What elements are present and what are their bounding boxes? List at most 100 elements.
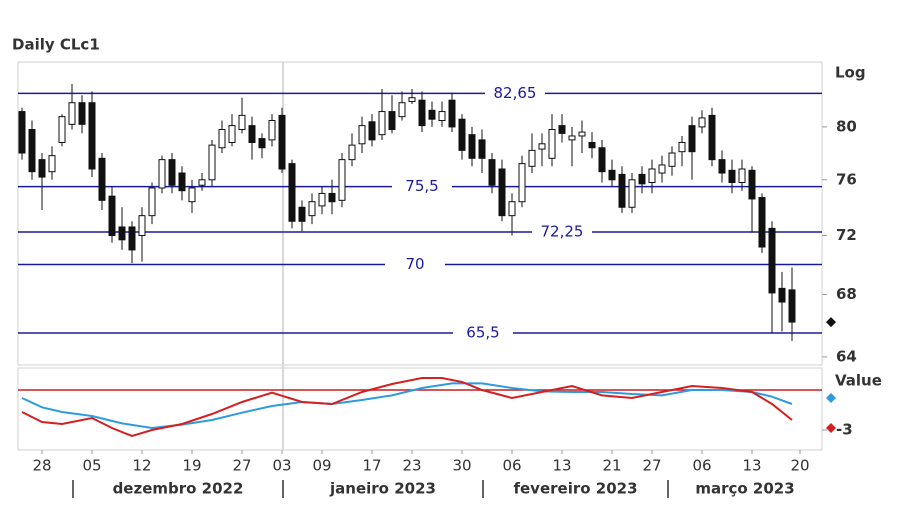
candle-body xyxy=(228,125,236,143)
candle-body xyxy=(638,173,646,185)
candle-body xyxy=(268,119,276,141)
candle-body xyxy=(358,125,366,145)
candle-body xyxy=(138,215,146,237)
candle-body xyxy=(468,134,476,159)
candle-body xyxy=(278,114,286,170)
candle-body xyxy=(568,135,576,141)
candle-body xyxy=(128,226,136,251)
candle-body xyxy=(508,201,516,217)
x-tick-label: 06 xyxy=(692,457,711,475)
x-tick-label: 27 xyxy=(232,457,251,475)
x-tick-label: 09 xyxy=(312,457,331,475)
candle-body xyxy=(38,159,46,178)
candle-body xyxy=(258,138,266,149)
candle-body xyxy=(438,111,446,121)
indicator-label: Value xyxy=(835,372,882,390)
candle-body xyxy=(348,144,356,161)
level-label-bg xyxy=(485,83,545,104)
candle-body xyxy=(98,157,106,201)
candle-body xyxy=(528,149,536,167)
candle-body xyxy=(688,125,696,153)
candle-body xyxy=(758,197,766,248)
indicator-marker xyxy=(826,423,836,433)
y-tick-label: 64 xyxy=(836,347,857,365)
candle-body xyxy=(458,118,466,151)
candle-body xyxy=(578,131,586,137)
candle-body xyxy=(18,111,26,154)
level-label: 70 xyxy=(405,255,424,273)
month-label: dezembro 2022 xyxy=(113,480,244,498)
candle-body xyxy=(158,159,166,189)
candle-body xyxy=(788,289,796,323)
month-label: março 2023 xyxy=(695,480,794,498)
x-tick-label: 17 xyxy=(362,457,381,475)
x-tick-label: 30 xyxy=(452,457,471,475)
candle-body xyxy=(318,192,326,207)
candle-body xyxy=(108,195,116,237)
candle-body xyxy=(728,169,736,183)
indicator-line xyxy=(21,382,793,430)
candle-body xyxy=(68,102,76,125)
candle-body xyxy=(58,116,66,143)
candle-body xyxy=(538,143,546,150)
candle-body xyxy=(338,159,346,201)
x-tick-label: 28 xyxy=(32,457,51,475)
chart-title: Daily CLc1 xyxy=(12,36,100,54)
x-tick-label: 12 xyxy=(132,457,151,475)
candle-body xyxy=(648,168,656,183)
candle-body xyxy=(118,226,126,241)
candle-body xyxy=(378,111,386,136)
candle-body xyxy=(208,144,216,181)
candle-body xyxy=(708,114,716,161)
candle-body xyxy=(608,169,616,181)
candle-body xyxy=(478,139,486,159)
candle-body xyxy=(618,173,626,208)
candle-body xyxy=(308,201,316,217)
candle-body xyxy=(288,163,296,222)
level-label: 72,25 xyxy=(541,222,584,240)
x-tick-label: 03 xyxy=(272,457,291,475)
candle-body xyxy=(718,159,726,174)
candle-body xyxy=(518,163,526,203)
scale-label: Log xyxy=(835,64,866,82)
candle-body xyxy=(448,99,456,128)
price-panel xyxy=(17,61,823,366)
candle-body xyxy=(328,192,336,203)
candle-body xyxy=(698,117,706,128)
candle-body xyxy=(188,187,196,203)
candle-body xyxy=(628,179,636,208)
candle-body xyxy=(248,125,256,143)
x-tick-label: 21 xyxy=(602,457,621,475)
candle-body xyxy=(78,102,86,125)
candle-body xyxy=(298,206,306,222)
candle-body xyxy=(678,141,686,153)
candle-body xyxy=(178,172,186,192)
level-label-bg xyxy=(385,254,445,275)
candle-body xyxy=(198,179,206,186)
x-tick-label: 13 xyxy=(552,457,571,475)
candle-body xyxy=(428,109,436,120)
x-tick-label: 05 xyxy=(82,457,101,475)
level-label: 82,65 xyxy=(494,84,537,102)
level-label-bg xyxy=(532,221,592,242)
level-label-bg xyxy=(392,176,452,197)
candle-body xyxy=(498,168,506,217)
candle-body xyxy=(488,159,496,186)
candle-body xyxy=(768,227,776,294)
candle-body xyxy=(738,168,746,183)
level-label: 75,5 xyxy=(405,177,438,195)
candle-body xyxy=(748,169,756,200)
level-label-bg xyxy=(453,323,513,344)
candle-body xyxy=(28,128,36,173)
candle-body xyxy=(668,152,676,167)
x-tick-label: 27 xyxy=(642,457,661,475)
candle-body xyxy=(558,125,566,134)
candle-body xyxy=(88,102,96,170)
indicator-tick-label: -3 xyxy=(836,421,853,439)
candle-body xyxy=(168,159,176,186)
month-label: fevereiro 2023 xyxy=(513,480,637,498)
candle-body xyxy=(778,287,786,303)
y-tick-label: 76 xyxy=(836,170,857,188)
candle-body xyxy=(588,141,596,149)
